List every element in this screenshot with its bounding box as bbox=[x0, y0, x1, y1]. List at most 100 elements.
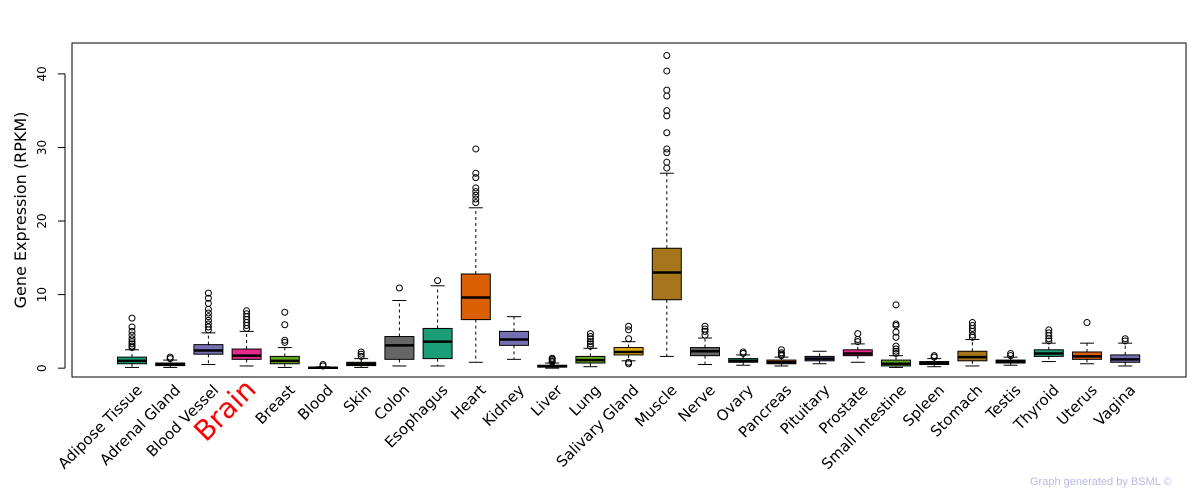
outlier-point bbox=[663, 129, 671, 137]
outlier-point bbox=[663, 107, 671, 115]
outlier-point bbox=[128, 323, 136, 331]
y-tick-label: 0 bbox=[35, 364, 49, 372]
outlier-point bbox=[1045, 329, 1053, 337]
outlier-point bbox=[586, 335, 594, 343]
outlier-point bbox=[739, 348, 747, 356]
outlier-point bbox=[586, 330, 594, 338]
outlier-point bbox=[663, 92, 671, 100]
x-tick-label-vagina: Vagina bbox=[1090, 381, 1139, 430]
x-tick-label-blood: Blood bbox=[294, 381, 337, 424]
outlier-point bbox=[701, 327, 709, 335]
outlier-point bbox=[548, 354, 556, 362]
plot-frame bbox=[71, 42, 1187, 378]
outlier-point bbox=[701, 322, 709, 330]
y-tick-label: 20 bbox=[35, 213, 49, 228]
x-tick-label-liver: Liver bbox=[527, 381, 566, 420]
box-liver bbox=[537, 354, 568, 369]
outlier-point bbox=[204, 309, 212, 317]
x-tick-label-breast: Breast bbox=[252, 381, 299, 428]
outlier-point bbox=[663, 145, 671, 153]
outlier-point bbox=[777, 346, 785, 354]
box-blood bbox=[308, 360, 338, 370]
outlier-point bbox=[1045, 337, 1053, 345]
outlier-point bbox=[434, 277, 442, 285]
outlier-point bbox=[204, 320, 212, 328]
outlier-point bbox=[586, 342, 594, 350]
box-kidney bbox=[499, 316, 529, 360]
outlier-point bbox=[128, 338, 136, 346]
box-iqr bbox=[384, 336, 415, 360]
outlier-point bbox=[1083, 319, 1091, 327]
x-tick-label-kidney: Kidney bbox=[479, 381, 528, 430]
box-skin bbox=[346, 348, 377, 368]
outlier-point bbox=[663, 149, 671, 157]
box-brain bbox=[231, 307, 262, 367]
outlier-point bbox=[663, 67, 671, 75]
outlier-point bbox=[625, 358, 633, 366]
outlier-point bbox=[472, 191, 480, 199]
outlier-point bbox=[204, 289, 212, 297]
box-uterus bbox=[1072, 319, 1102, 365]
outlier-point bbox=[128, 331, 136, 339]
outlier-point bbox=[281, 321, 289, 329]
outlier-point bbox=[777, 349, 785, 357]
box-blood-vessel bbox=[193, 289, 224, 365]
outlier-point bbox=[930, 352, 938, 360]
outlier-point bbox=[663, 52, 671, 60]
outlier-point bbox=[166, 353, 174, 361]
y-tick-label: 30 bbox=[35, 140, 49, 155]
outlier-point bbox=[586, 338, 594, 346]
outlier-point bbox=[204, 299, 212, 307]
box-vagina bbox=[1110, 335, 1141, 367]
box-small-intestine bbox=[881, 301, 911, 368]
outlier-point bbox=[395, 284, 403, 292]
box-pituitary bbox=[804, 350, 835, 365]
y-tick-label: 10 bbox=[35, 287, 49, 302]
outlier-point bbox=[1121, 337, 1129, 345]
y-tick-label: 40 bbox=[35, 66, 49, 81]
outlier-point bbox=[1045, 326, 1053, 334]
outlier-point bbox=[357, 348, 365, 356]
box-thyroid bbox=[1033, 326, 1064, 363]
x-tick-label-uterus: Uterus bbox=[1053, 381, 1101, 429]
outlier-point bbox=[281, 338, 289, 346]
outlier-point bbox=[892, 333, 900, 341]
outlier-point bbox=[204, 323, 212, 331]
outlier-point bbox=[472, 195, 480, 203]
outlier-point bbox=[625, 322, 633, 330]
outlier-point bbox=[663, 112, 671, 120]
box-colon bbox=[384, 284, 415, 367]
outlier-point bbox=[892, 345, 900, 353]
y-axis-label: Gene Expression (RPKM) bbox=[11, 112, 30, 309]
outlier-point bbox=[892, 347, 900, 355]
box-iqr bbox=[422, 327, 453, 360]
box-testis bbox=[995, 349, 1026, 366]
outlier-point bbox=[968, 319, 976, 327]
outlier-point bbox=[128, 342, 136, 350]
outlier-point bbox=[472, 145, 480, 153]
y-axis: 0 10 20 30 40 bbox=[35, 66, 66, 372]
outlier-point bbox=[625, 335, 633, 343]
outlier-point bbox=[472, 188, 480, 196]
outlier-point bbox=[586, 333, 594, 341]
outlier-point bbox=[854, 338, 862, 346]
boxes-layer bbox=[117, 52, 1141, 370]
outlier-point bbox=[586, 340, 594, 348]
outlier-point bbox=[625, 326, 633, 334]
outlier-point bbox=[128, 314, 136, 322]
box-esophagus bbox=[422, 277, 453, 367]
outlier-point bbox=[128, 340, 136, 348]
outlier-point bbox=[319, 360, 327, 368]
outlier-point bbox=[204, 316, 212, 324]
outlier-point bbox=[281, 308, 289, 316]
box-spleen bbox=[919, 352, 950, 368]
outlier-point bbox=[243, 310, 251, 318]
box-salivary-gland bbox=[613, 322, 644, 368]
outlier-point bbox=[204, 305, 212, 313]
outlier-point bbox=[281, 336, 289, 344]
outlier-point bbox=[357, 350, 365, 358]
outlier-point bbox=[204, 313, 212, 321]
box-iqr bbox=[651, 247, 682, 301]
outlier-point bbox=[968, 331, 976, 339]
outlier-point bbox=[357, 352, 365, 360]
